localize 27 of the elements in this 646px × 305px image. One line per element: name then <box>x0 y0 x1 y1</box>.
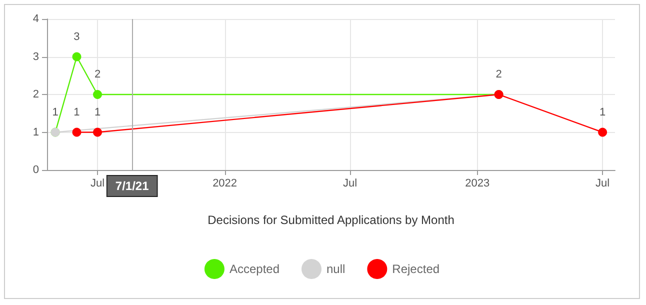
point <box>72 128 82 137</box>
y-tick-label: 4 <box>32 13 39 25</box>
y-tick-label: 3 <box>32 50 39 63</box>
data-label: 1 <box>52 106 58 118</box>
x-tick-label: Jul <box>90 178 105 190</box>
data-label: 2 <box>94 68 101 80</box>
ref-line-label: 7/1/21 <box>115 179 150 193</box>
legend-label: Rejected <box>392 262 440 276</box>
data-label: 3 <box>74 30 80 43</box>
data-label: 2 <box>496 68 502 80</box>
x-tick-label: 2022 <box>212 178 238 190</box>
y-tick-label: 2 <box>32 88 39 100</box>
x-tick-label: 2023 <box>465 178 490 190</box>
y-tick-label: 0 <box>32 164 39 176</box>
point <box>598 128 608 137</box>
data-label: 1 <box>94 106 101 118</box>
data-label: 1 <box>599 106 606 118</box>
y-tick-label: 1 <box>32 126 39 138</box>
point <box>72 52 82 62</box>
x-axis-title: Decisions for Submitted Applications by Month <box>208 213 454 227</box>
legend-label: Accepted <box>229 262 280 276</box>
x-tick-label: Jul <box>596 178 610 190</box>
point <box>93 128 102 137</box>
legend-label: null <box>326 262 346 276</box>
point <box>93 90 102 99</box>
data-label: 1 <box>74 106 80 118</box>
x-tick-label: Jul <box>342 178 358 190</box>
